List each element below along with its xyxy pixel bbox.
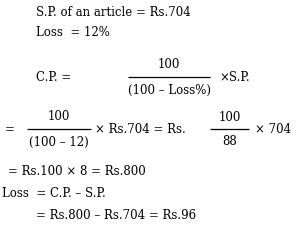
Text: Loss  = C.P. – S.P.: Loss = C.P. – S.P.	[2, 187, 105, 200]
Text: Loss  = 12%: Loss = 12%	[36, 26, 110, 39]
Text: 100: 100	[218, 111, 241, 124]
Text: 100: 100	[48, 110, 70, 123]
Text: = Rs.800 – Rs.704 = Rs.96: = Rs.800 – Rs.704 = Rs.96	[36, 209, 196, 222]
Text: (100 – 12): (100 – 12)	[29, 136, 89, 149]
Text: 88: 88	[222, 135, 237, 148]
Text: 100: 100	[158, 57, 180, 71]
Text: × 704: × 704	[255, 123, 291, 136]
Text: ×S.P.: ×S.P.	[219, 71, 249, 84]
Text: × Rs.704 = Rs.: × Rs.704 = Rs.	[95, 123, 186, 136]
Text: C.P. =: C.P. =	[36, 71, 72, 84]
Text: (100 – Loss%): (100 – Loss%)	[128, 84, 210, 97]
Text: =: =	[5, 123, 14, 136]
Text: S.P. of an article = Rs.704: S.P. of an article = Rs.704	[36, 6, 191, 19]
Text: = Rs.100 × 8 = Rs.800: = Rs.100 × 8 = Rs.800	[8, 165, 145, 178]
